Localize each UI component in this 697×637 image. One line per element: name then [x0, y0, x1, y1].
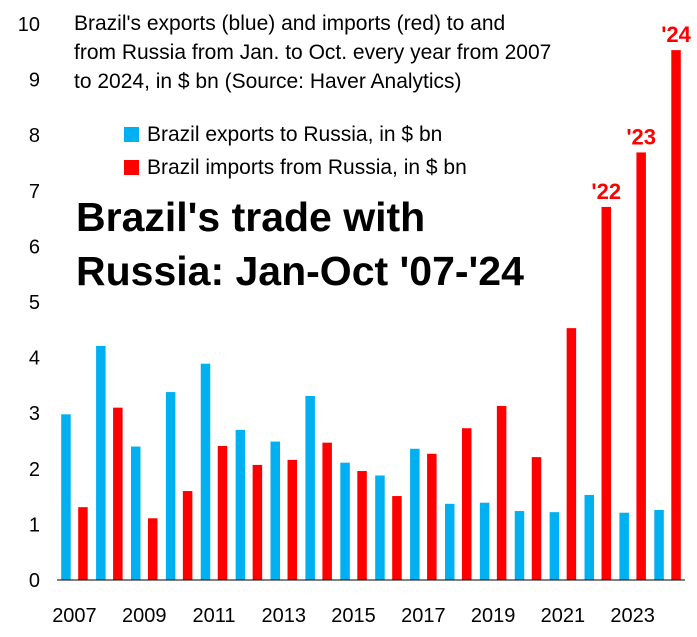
- y-tick-label: 0: [29, 570, 40, 592]
- y-tick-label: 8: [29, 125, 40, 147]
- y-tick-label: 7: [29, 181, 40, 203]
- y-tick-label: 3: [29, 403, 40, 425]
- bar-imports: [392, 496, 402, 580]
- y-tick-label: 4: [29, 348, 40, 370]
- bar-exports: [200, 363, 211, 580]
- bar-imports: [566, 328, 577, 580]
- x-tick-label: 2009: [122, 605, 167, 627]
- bar-exports: [479, 502, 490, 580]
- y-tick-label: 10: [18, 14, 40, 36]
- bar-exports: [549, 512, 560, 580]
- legend-swatch-exports: [124, 127, 139, 142]
- bar-imports: [182, 491, 193, 580]
- bar-imports: [287, 459, 298, 580]
- bar-exports: [270, 441, 281, 580]
- chart-title-line: Russia: Jan-Oct '07-'24: [76, 248, 524, 294]
- bar-exports: [514, 511, 525, 580]
- bar-imports: [461, 428, 472, 580]
- x-tick-label: 2017: [401, 605, 446, 627]
- x-tick-label: 2023: [610, 605, 655, 627]
- bar-imports: [636, 152, 646, 580]
- y-tick-label: 9: [29, 70, 40, 92]
- bar-exports: [444, 503, 455, 580]
- bar-imports: [601, 206, 612, 580]
- legend-item-exports: Brazil exports to Russia, in $ bn: [124, 118, 467, 151]
- source-note-line: Brazil's exports (blue) and imports (red…: [74, 12, 506, 35]
- bar-exports: [61, 414, 71, 580]
- bar-imports: [78, 507, 88, 580]
- bar-exports: [96, 345, 106, 580]
- x-tick-label: 2015: [331, 605, 376, 627]
- bar-exports: [410, 448, 420, 580]
- bar-exports: [340, 462, 350, 580]
- y-tick-label: 5: [29, 292, 40, 314]
- source-note-line: to 2024, in $ bn (Source: Haver Analytic…: [74, 70, 462, 93]
- bar-annotation: '24: [661, 22, 691, 47]
- bar-exports: [130, 446, 141, 580]
- bars: [61, 50, 681, 580]
- chart-title: Brazil's trade with Russia: Jan-Oct '07-…: [76, 190, 524, 298]
- annotations: '22 '23 '24: [591, 22, 691, 204]
- bar-annotation: '23: [626, 124, 656, 149]
- x-tick-label: 2007: [52, 605, 97, 627]
- bar-imports: [322, 442, 332, 580]
- bar-imports: [357, 471, 367, 580]
- bar-exports: [619, 512, 629, 580]
- bar-imports: [496, 405, 507, 580]
- bar-imports: [147, 518, 158, 580]
- bar-imports: [113, 407, 123, 580]
- legend-label-imports: Brazil imports from Russia, in $ bn: [147, 155, 467, 179]
- legend: Brazil exports to Russia, in $ bn Brazil…: [124, 118, 467, 184]
- bar-exports: [235, 429, 246, 580]
- bar-exports: [584, 494, 595, 580]
- bar-imports: [427, 453, 437, 580]
- y-tick-label: 1: [29, 514, 40, 536]
- x-tick-label: 2019: [471, 605, 516, 627]
- bar-annotation: '22: [591, 179, 621, 204]
- bar-exports: [165, 392, 176, 580]
- y-axis: 0 1 2 3 4 5 6 7 8 9 10: [18, 14, 40, 592]
- bar-imports: [252, 464, 263, 580]
- source-note-line: from Russia from Jan. to Oct. every year…: [74, 41, 552, 64]
- legend-label-exports: Brazil exports to Russia, in $ bn: [147, 122, 443, 146]
- bar-exports: [375, 475, 385, 580]
- chart-title-line: Brazil's trade with: [76, 194, 426, 240]
- bar-imports: [217, 446, 228, 580]
- y-tick-label: 6: [29, 236, 40, 258]
- x-tick-label: 2021: [541, 605, 586, 627]
- x-tick-label: 2013: [262, 605, 307, 627]
- source-note: Brazil's exports (blue) and imports (red…: [74, 9, 674, 96]
- legend-swatch-imports: [124, 160, 139, 175]
- x-axis: 2007 2009 2011 2013 2015 2017 2019 2021 2023: [52, 605, 655, 627]
- bar-imports: [531, 457, 542, 580]
- y-tick-label: 2: [29, 459, 40, 481]
- bar-exports: [305, 395, 315, 580]
- bar-imports: [671, 50, 681, 580]
- x-tick-label: 2011: [192, 605, 235, 627]
- legend-item-imports: Brazil imports from Russia, in $ bn: [124, 151, 467, 184]
- bar-exports: [654, 509, 664, 580]
